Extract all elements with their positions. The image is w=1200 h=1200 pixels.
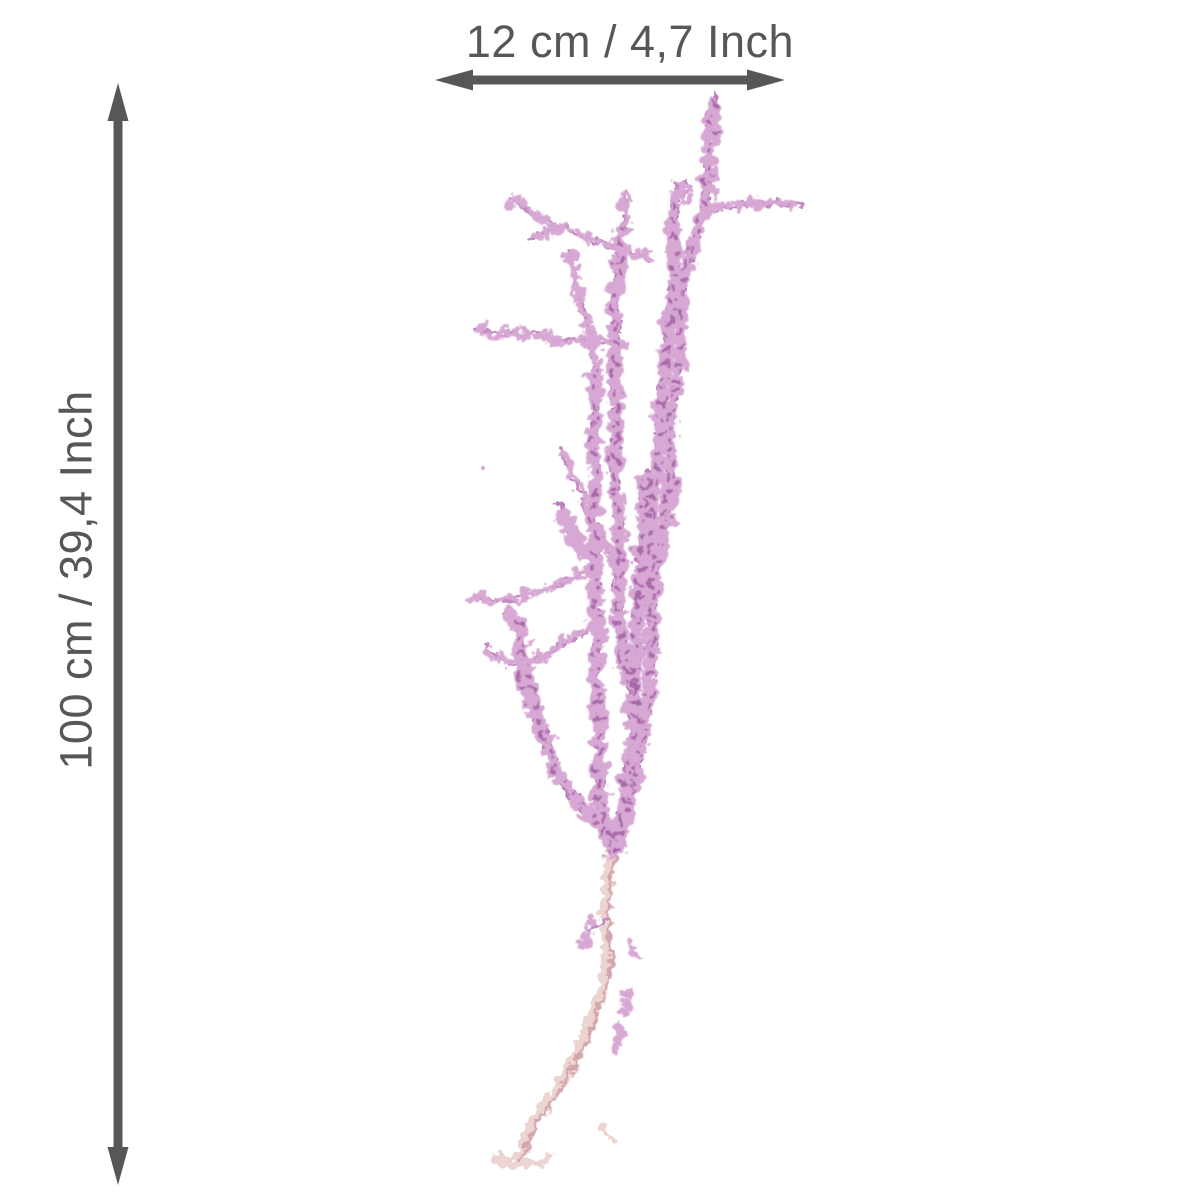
loose-petal-speck [474, 597, 480, 603]
flower-clusters [474, 98, 801, 1048]
loose-petal-speck [481, 466, 485, 470]
horizontal-double-arrow-icon [435, 69, 785, 91]
height-dimension-label: 100 cm / 39,4 Inch [50, 390, 102, 770]
vertical-double-arrow-icon [107, 83, 129, 1185]
bare-stem [497, 852, 615, 1164]
width-dimension-label: 12 cm / 4,7 Inch [465, 16, 795, 67]
